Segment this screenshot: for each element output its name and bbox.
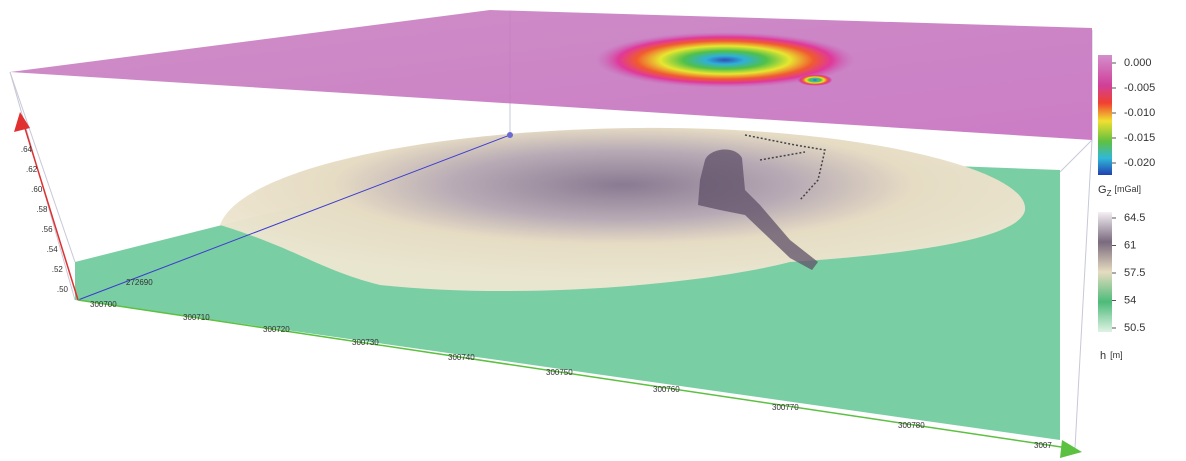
x-tick-label: 300740 <box>448 353 475 362</box>
colorbar-tick-label: 57.5 <box>1124 267 1145 279</box>
z-axis <box>23 124 79 301</box>
colorbars: GZ [mGal] h [m] 0.000 -0.005 -0.010 -0.015 -0.… <box>1098 55 1155 362</box>
colorbar-tick-label: 50.5 <box>1124 322 1145 334</box>
x-tick-label: 3007 <box>1034 441 1052 450</box>
y-tick-label: 272690 <box>126 278 153 287</box>
x-tick-label: 300750 <box>546 368 573 377</box>
z-axis-arrow <box>14 112 30 132</box>
z-tick-label: .56 <box>41 225 53 234</box>
gravity-anomaly <box>797 74 833 86</box>
colorbar-gz <box>1098 55 1112 175</box>
colorbar-h <box>1098 212 1112 332</box>
colorbar-tick-label: -0.020 <box>1124 157 1155 169</box>
colorbar-tick-label: 61 <box>1124 239 1136 251</box>
axis-origin <box>507 132 513 138</box>
z-tick-label: .62 <box>26 165 38 174</box>
label-main: h <box>1100 350 1106 362</box>
boreholes <box>744 134 826 201</box>
label-sub: Z <box>1107 189 1112 198</box>
intrusion <box>698 149 818 270</box>
gravity-plane <box>10 10 1092 140</box>
colorbar-tick-label: -0.010 <box>1124 107 1155 119</box>
x-tick-label: 300770 <box>772 403 799 412</box>
x-tick-label: 300710 <box>183 313 210 322</box>
colorbar-label: GZ [mGal] <box>1098 184 1141 198</box>
x-tick-label: 300730 <box>352 338 379 347</box>
y-axis <box>77 134 511 301</box>
gravity-anomaly <box>595 32 855 88</box>
x-axis <box>77 299 1069 449</box>
z-tick-label: .52 <box>52 265 64 274</box>
label-unit: [m] <box>1110 350 1123 360</box>
z-tick-label: .64 <box>21 145 33 154</box>
label-main: G <box>1098 184 1107 196</box>
colorbar-tick-label: -0.015 <box>1124 132 1155 144</box>
z-tick-label: .54 <box>47 245 59 254</box>
x-tick-label: 300700 <box>90 300 117 309</box>
colorbar-tick-label: 54 <box>1124 294 1136 306</box>
x-tick-label: 300760 <box>653 385 680 394</box>
z-tick-label: .58 <box>36 205 48 214</box>
label-unit: [mGal] <box>1114 184 1141 194</box>
z-tick-label: .60 <box>31 185 43 194</box>
colorbar-label: h [m] <box>1100 350 1123 362</box>
axis-labels: .64 .62 .60 .58 .56 .54 .52 .50 272690 300700 3007… <box>21 145 1052 450</box>
colorbar-tick-label: 64.5 <box>1124 212 1145 224</box>
x-tick-label: 300720 <box>263 325 290 334</box>
colorbar-tick-label: 0.000 <box>1124 57 1152 69</box>
x-axis-arrow <box>1060 440 1082 458</box>
colorbar-tick-label: -0.005 <box>1124 82 1155 94</box>
x-tick-label: 300780 <box>898 421 925 430</box>
z-tick-label: .50 <box>57 285 69 294</box>
